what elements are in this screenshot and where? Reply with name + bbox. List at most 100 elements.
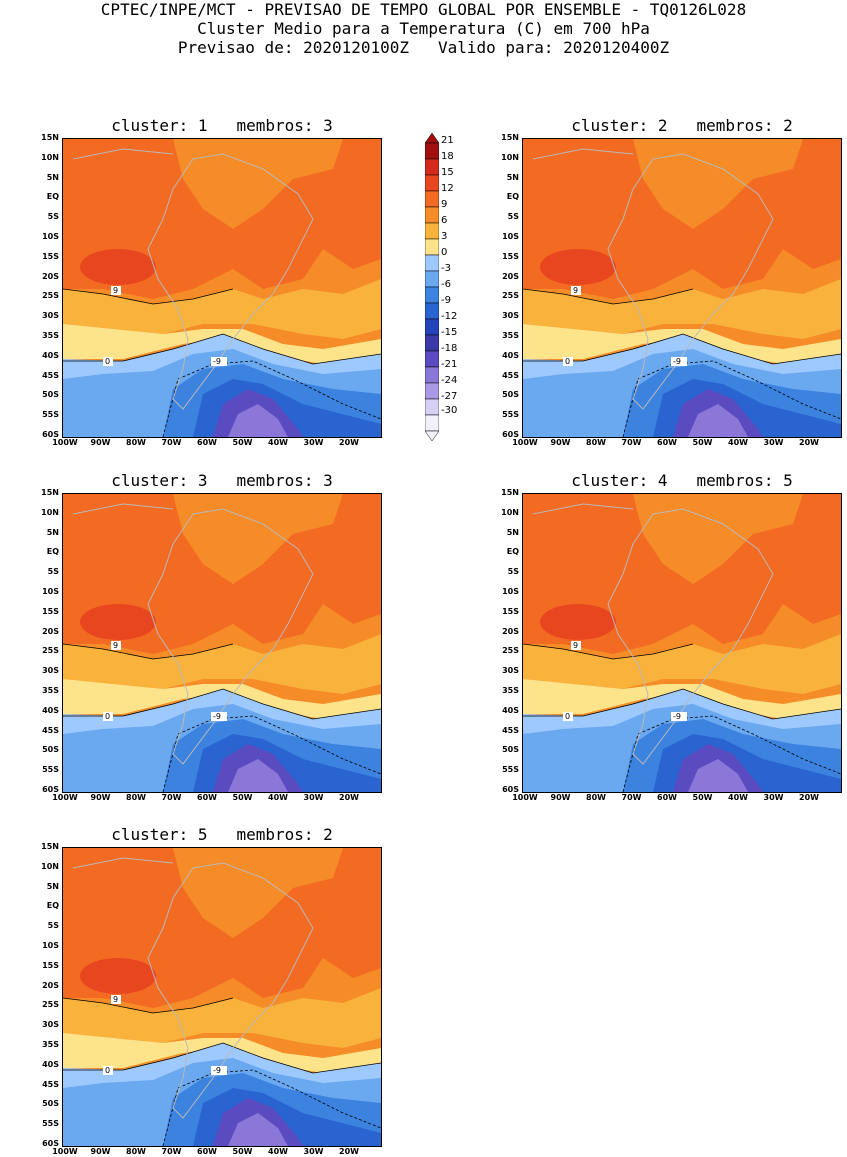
- lon-tick-label: 60W: [197, 1147, 217, 1156]
- temperature-map: 9 0 -9: [523, 494, 841, 792]
- lat-tick-label: 20S: [502, 271, 519, 281]
- lat-tick-label: 10S: [42, 941, 59, 950]
- lon-tick-label: 40W: [268, 793, 288, 802]
- lat-tick-label: 15S: [502, 606, 519, 616]
- colorbar-label: 3: [441, 231, 448, 242]
- colorbar-swatch: [424, 238, 440, 256]
- lat-tick-label: 20S: [42, 980, 59, 990]
- lat-tick-label: 5S: [507, 567, 519, 577]
- colorbar-label: 21: [441, 135, 454, 146]
- lon-tick-label: 50W: [692, 793, 713, 802]
- colorbar-label: 18: [441, 151, 454, 162]
- lat-tick-label: 30S: [42, 666, 59, 676]
- figure-header: CPTEC/INPE/MCT - PREVISAO DE TEMPO GLOBA…: [0, 0, 847, 57]
- lat-tick-label: 5N: [46, 172, 59, 182]
- lat-tick-label: 25S: [502, 646, 519, 656]
- colorbar-swatch: [424, 270, 440, 288]
- lon-tick-label: 70W: [621, 438, 642, 447]
- contour-label-warm: 9: [113, 995, 118, 1004]
- colorbar-swatch: [424, 222, 440, 240]
- colorbar-swatches: [424, 132, 440, 442]
- lat-tick-label: 60S: [42, 1139, 59, 1148]
- lat-tick-label: 50S: [502, 390, 519, 400]
- lat-tick-label: 10N: [41, 507, 59, 517]
- lat-tick-label: 15N: [501, 488, 519, 497]
- lon-tick-label: 30W: [303, 793, 324, 802]
- colorbar-bottom-arrow: [424, 430, 440, 442]
- lat-tick-label: 15S: [42, 606, 59, 616]
- lat-tick-label: 40S: [42, 350, 59, 360]
- lat-tick-label: 5N: [46, 881, 59, 891]
- colorbar-swatch: [424, 286, 440, 304]
- colorbar-label: -21: [441, 359, 458, 370]
- lat-tick-label: 55S: [42, 765, 59, 775]
- lat-tick-label: 45S: [42, 725, 59, 735]
- colorbar-label: -18: [441, 343, 458, 354]
- temperature-map: 9 0 -9: [63, 848, 381, 1146]
- lon-tick-label: 20W: [799, 438, 819, 447]
- lon-tick-label: 90W: [550, 793, 571, 802]
- colorbar-swatch: [424, 366, 440, 384]
- colorbar-swatch: [424, 398, 440, 416]
- lat-tick-label: EQ: [506, 547, 519, 557]
- lat-tick-label: 5N: [506, 527, 519, 537]
- contour-label-cold: -9: [213, 712, 221, 721]
- lon-tick-label: 100W: [512, 793, 538, 802]
- lon-tick-label: 50W: [232, 1147, 253, 1156]
- header-title: CPTEC/INPE/MCT - PREVISAO DE TEMPO GLOBA…: [100, 0, 747, 19]
- lat-tick-label: 15S: [42, 251, 59, 261]
- lat-tick-label: 15S: [42, 960, 59, 970]
- lat-tick-label: EQ: [46, 547, 59, 557]
- lat-tick-label: 35S: [42, 331, 59, 340]
- contour-label-cold: -9: [213, 357, 221, 366]
- lat-tick-label: 10N: [41, 152, 59, 162]
- lat-tick-label: 55S: [42, 410, 59, 420]
- colorbar-swatch: [424, 382, 440, 400]
- lat-tick-label: 15N: [501, 133, 519, 142]
- lon-tick-label: 30W: [303, 438, 324, 447]
- contour-label-warm: 9: [113, 286, 118, 295]
- temperature-map: 9 0 -9: [63, 494, 381, 792]
- lat-tick-label: 20S: [502, 626, 519, 636]
- lat-tick-label: 30S: [42, 311, 59, 321]
- lat-tick-label: 40S: [502, 350, 519, 360]
- contour-label-zero: 0: [105, 1066, 110, 1075]
- lat-tick-label: 25S: [42, 646, 59, 656]
- lat-tick-label: 45S: [502, 370, 519, 380]
- lon-tick-label: 50W: [232, 793, 253, 802]
- lon-tick-label: 90W: [90, 793, 111, 802]
- lon-tick-label: 90W: [90, 438, 111, 447]
- panel-title: cluster: 4 membros: 5: [571, 471, 793, 490]
- colorbar-swatch: [424, 302, 440, 320]
- lat-tick-label: 5N: [506, 172, 519, 182]
- lat-tick-label: 30S: [502, 666, 519, 676]
- colorbar-swatch: [424, 190, 440, 208]
- lat-tick-label: 45S: [42, 1079, 59, 1089]
- lat-tick-label: 55S: [502, 410, 519, 420]
- contour-label-warm: 9: [113, 641, 118, 650]
- lon-tick-label: 60W: [197, 438, 217, 447]
- lon-tick-label: 50W: [232, 438, 253, 447]
- lat-tick-label: 60S: [502, 430, 519, 439]
- contour-label-cold: -9: [673, 712, 681, 721]
- colorbar-label: 0: [441, 247, 448, 258]
- lat-tick-label: 20S: [42, 271, 59, 281]
- lat-tick-label: 40S: [502, 705, 519, 715]
- lon-tick-label: 40W: [268, 1147, 288, 1156]
- contour-label-warm: 9: [573, 286, 578, 295]
- lon-tick-label: 90W: [90, 1147, 111, 1156]
- lat-tick-label: EQ: [506, 192, 519, 202]
- contour-label-zero: 0: [105, 712, 110, 721]
- lat-tick-label: 10S: [42, 587, 59, 596]
- lat-tick-label: 25S: [42, 1000, 59, 1010]
- lon-tick-label: 80W: [586, 438, 606, 447]
- colorbar-top-arrow: [424, 132, 440, 144]
- colorbar-label: -6: [441, 279, 451, 290]
- lon-tick-label: 80W: [586, 793, 606, 802]
- contour-label-cold: -9: [673, 357, 681, 366]
- colorbar-label: -30: [441, 405, 458, 416]
- lat-tick-label: 15S: [502, 251, 519, 261]
- cluster-panel-5: cluster: 5 membros: 2: [41, 825, 382, 1156]
- lat-tick-label: 55S: [42, 1119, 59, 1129]
- colorbar-label: -3: [441, 263, 451, 274]
